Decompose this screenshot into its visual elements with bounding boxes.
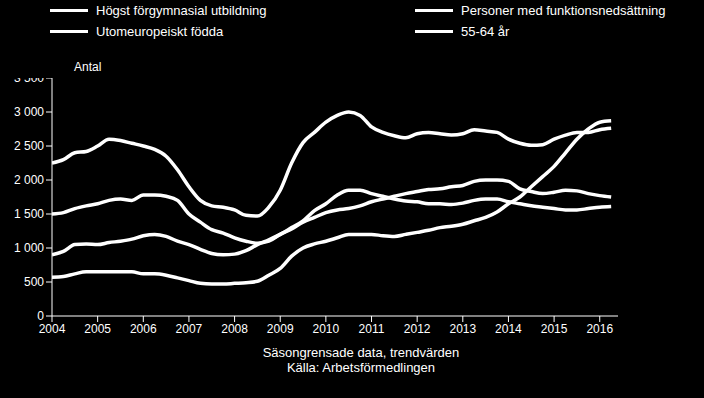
svg-text:2005: 2005	[84, 322, 111, 336]
svg-text:2016: 2016	[586, 322, 613, 336]
svg-text:2014: 2014	[495, 322, 522, 336]
svg-text:2011: 2011	[359, 322, 385, 336]
svg-text:2 000: 2 000	[14, 173, 44, 187]
html-text:Högst förgymnasial utbildning: Högst förgymnasial utbildning	[96, 2, 267, 18]
svg-text:2007: 2007	[176, 322, 203, 336]
svg-text:2013: 2013	[449, 322, 476, 336]
svg-text:2 500: 2 500	[14, 139, 44, 153]
svg-text:0: 0	[37, 309, 44, 323]
svg-text:2012: 2012	[404, 322, 431, 336]
html-text:Antal: Antal	[74, 60, 102, 74]
svg-text:2010: 2010	[313, 322, 340, 336]
html-text:Personer med funktionsnedsättn: Personer med funktionsnedsättning	[461, 2, 666, 18]
svg-text:2006: 2006	[130, 322, 157, 336]
svg-text:2015: 2015	[541, 322, 568, 336]
svg-text:2009: 2009	[267, 322, 294, 336]
svg-text:2004: 2004	[39, 322, 66, 336]
html-text:Säsongrensade data, trendvärde: Säsongrensade data, trendvärden	[262, 345, 460, 360]
svg-text:1 000: 1 000	[14, 241, 44, 255]
svg-text:3 000: 3 000	[14, 105, 44, 119]
svg-text:2008: 2008	[221, 322, 248, 336]
svg-text:500: 500	[24, 275, 44, 289]
html-text:Källa: Arbetsförmedlingen: Källa: Arbetsförmedlingen	[286, 360, 436, 375]
svg-text:1 500: 1 500	[14, 207, 44, 221]
html-text:55-64 år: 55-64 år	[461, 23, 510, 39]
html-text:Utomeuropeiskt födda: Utomeuropeiskt födda	[96, 23, 224, 39]
svg-text:3 500: 3 500	[14, 78, 44, 85]
